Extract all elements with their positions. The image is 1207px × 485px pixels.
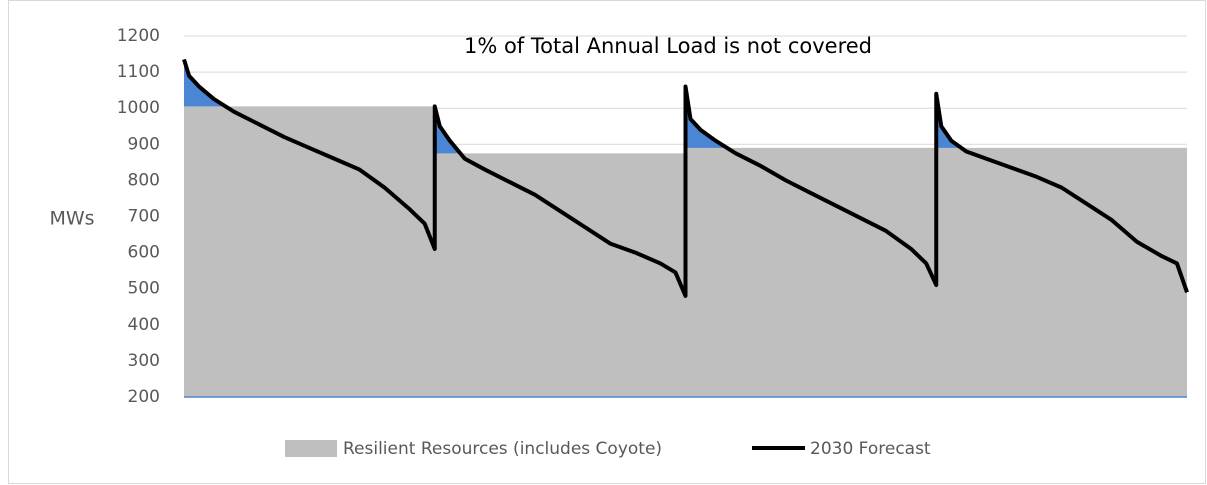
y-tick-label: 700 (128, 207, 160, 227)
y-tick-label: 1200 (117, 26, 160, 46)
y-axis-label: MWs (49, 208, 94, 230)
y-tick-label: 800 (128, 170, 160, 190)
legend-label: 2030 Forecast (810, 439, 931, 459)
chart-border (8, 0, 1206, 484)
y-tick-label: 400 (128, 315, 160, 335)
y-tick-label: 1100 (117, 62, 160, 82)
y-tick-label: 600 (128, 243, 160, 263)
legend-label: Resilient Resources (includes Coyote) (343, 439, 662, 459)
forecast-line (182, 58, 1189, 298)
y-tick-label: 300 (128, 351, 160, 371)
y-tick-label: 900 (128, 134, 160, 154)
annotation: 1% of Total Annual Load is not covered (464, 34, 872, 58)
y-tick-label: 200 (128, 387, 160, 407)
y-tick-label: 1000 (117, 98, 160, 118)
y-tick-label: 500 (128, 279, 160, 299)
legend-swatch (285, 440, 337, 457)
